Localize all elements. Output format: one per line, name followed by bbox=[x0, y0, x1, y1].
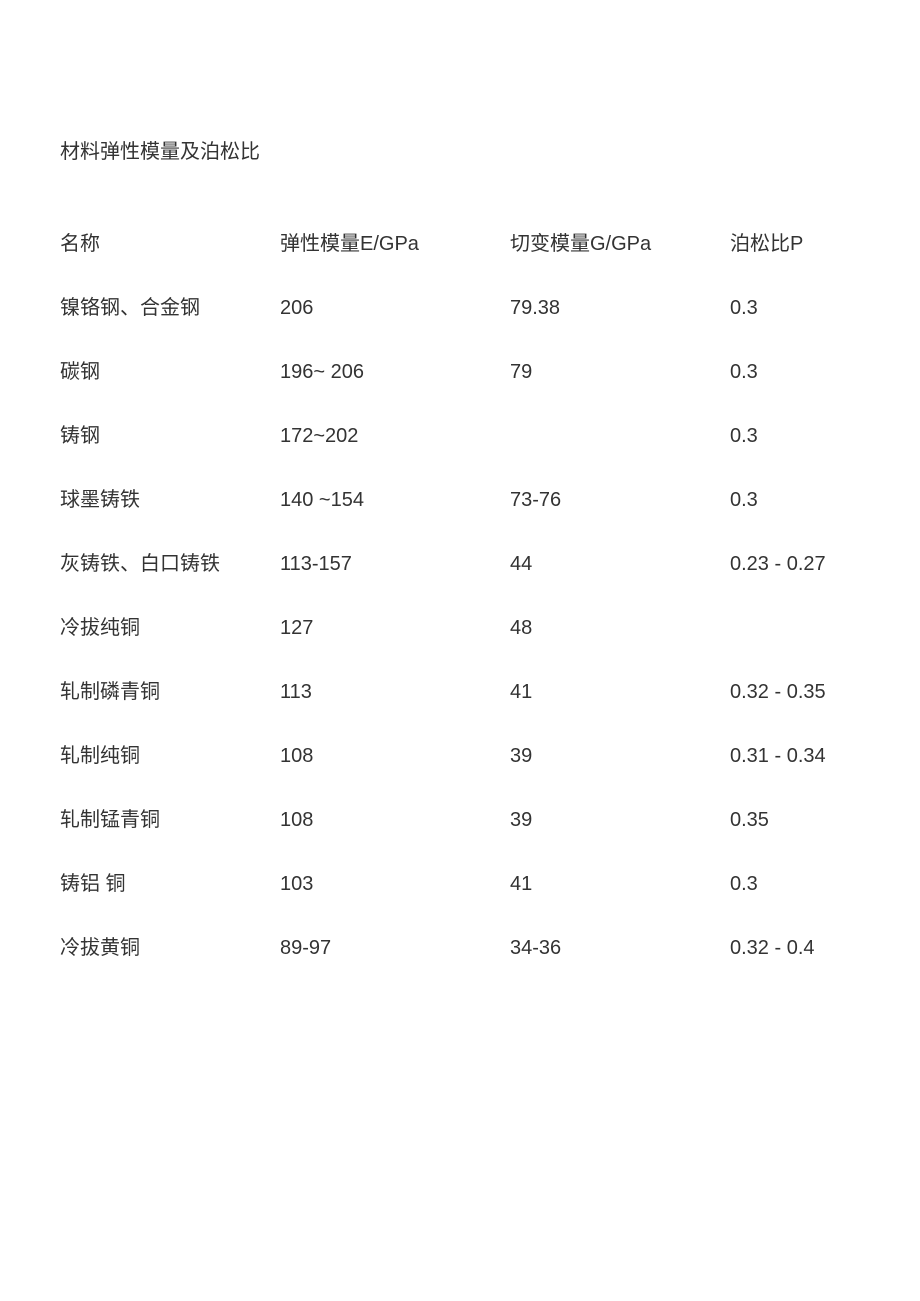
cell-shear: 41 bbox=[510, 852, 730, 916]
cell-shear bbox=[510, 404, 730, 468]
cell-elastic: 140 ~154 bbox=[280, 468, 510, 532]
cell-shear: 41 bbox=[510, 660, 730, 724]
cell-name: 轧制磷青铜 bbox=[60, 660, 280, 724]
table-row: 轧制纯铜 108 39 0.31 - 0.34 bbox=[60, 724, 860, 788]
table-row: 镍铬钢、合金钢 206 79.38 0.3 bbox=[60, 276, 860, 340]
cell-poisson: 0.3 bbox=[730, 852, 860, 916]
cell-shear: 39 bbox=[510, 724, 730, 788]
table-header-row: 名称 弹性模量E/GPa 切变模量G/GPa 泊松比P bbox=[60, 212, 860, 276]
cell-name: 铸钢 bbox=[60, 404, 280, 468]
cell-poisson: 0.32 - 0.35 bbox=[730, 660, 860, 724]
cell-elastic: 108 bbox=[280, 724, 510, 788]
col-header-name: 名称 bbox=[60, 212, 280, 276]
cell-shear: 48 bbox=[510, 596, 730, 660]
cell-name: 冷拔黄铜 bbox=[60, 916, 280, 980]
cell-shear: 34-36 bbox=[510, 916, 730, 980]
cell-elastic: 172~202 bbox=[280, 404, 510, 468]
table-row: 球墨铸铁 140 ~154 73-76 0.3 bbox=[60, 468, 860, 532]
cell-elastic: 127 bbox=[280, 596, 510, 660]
cell-shear: 44 bbox=[510, 532, 730, 596]
materials-table: 名称 弹性模量E/GPa 切变模量G/GPa 泊松比P 镍铬钢、合金钢 206 … bbox=[60, 212, 860, 980]
cell-name: 镍铬钢、合金钢 bbox=[60, 276, 280, 340]
cell-poisson bbox=[730, 596, 860, 660]
cell-poisson: 0.32 - 0.4 bbox=[730, 916, 860, 980]
cell-shear: 39 bbox=[510, 788, 730, 852]
table-row: 轧制锰青铜 108 39 0.35 bbox=[60, 788, 860, 852]
cell-elastic: 103 bbox=[280, 852, 510, 916]
col-header-poisson: 泊松比P bbox=[730, 212, 860, 276]
cell-name: 球墨铸铁 bbox=[60, 468, 280, 532]
cell-name: 冷拔纯铜 bbox=[60, 596, 280, 660]
cell-poisson: 0.3 bbox=[730, 468, 860, 532]
cell-elastic: 206 bbox=[280, 276, 510, 340]
cell-poisson: 0.3 bbox=[730, 276, 860, 340]
cell-elastic: 89-97 bbox=[280, 916, 510, 980]
cell-poisson: 0.31 - 0.34 bbox=[730, 724, 860, 788]
cell-name: 碳钢 bbox=[60, 340, 280, 404]
table-row: 冷拔黄铜 89-97 34-36 0.32 - 0.4 bbox=[60, 916, 860, 980]
col-header-shear: 切变模量G/GPa bbox=[510, 212, 730, 276]
table-row: 轧制磷青铜 113 41 0.32 - 0.35 bbox=[60, 660, 860, 724]
cell-name: 铸铝 铜 bbox=[60, 852, 280, 916]
cell-poisson: 0.3 bbox=[730, 404, 860, 468]
table-row: 灰铸铁、白口铸铁 113-157 44 0.23 - 0.27 bbox=[60, 532, 860, 596]
document-title: 材料弹性模量及泊松比 bbox=[60, 135, 860, 164]
cell-elastic: 108 bbox=[280, 788, 510, 852]
cell-shear: 79 bbox=[510, 340, 730, 404]
cell-name: 轧制锰青铜 bbox=[60, 788, 280, 852]
cell-poisson: 0.23 - 0.27 bbox=[730, 532, 860, 596]
cell-shear: 73-76 bbox=[510, 468, 730, 532]
cell-elastic: 196~ 206 bbox=[280, 340, 510, 404]
cell-name: 灰铸铁、白口铸铁 bbox=[60, 532, 280, 596]
cell-shear: 79.38 bbox=[510, 276, 730, 340]
table-body: 镍铬钢、合金钢 206 79.38 0.3 碳钢 196~ 206 79 0.3… bbox=[60, 276, 860, 980]
table-row: 铸铝 铜 103 41 0.3 bbox=[60, 852, 860, 916]
cell-poisson: 0.3 bbox=[730, 340, 860, 404]
cell-elastic: 113-157 bbox=[280, 532, 510, 596]
col-header-elastic: 弹性模量E/GPa bbox=[280, 212, 510, 276]
table-row: 铸钢 172~202 0.3 bbox=[60, 404, 860, 468]
cell-name: 轧制纯铜 bbox=[60, 724, 280, 788]
cell-poisson: 0.35 bbox=[730, 788, 860, 852]
table-row: 冷拔纯铜 127 48 bbox=[60, 596, 860, 660]
table-row: 碳钢 196~ 206 79 0.3 bbox=[60, 340, 860, 404]
cell-elastic: 113 bbox=[280, 660, 510, 724]
